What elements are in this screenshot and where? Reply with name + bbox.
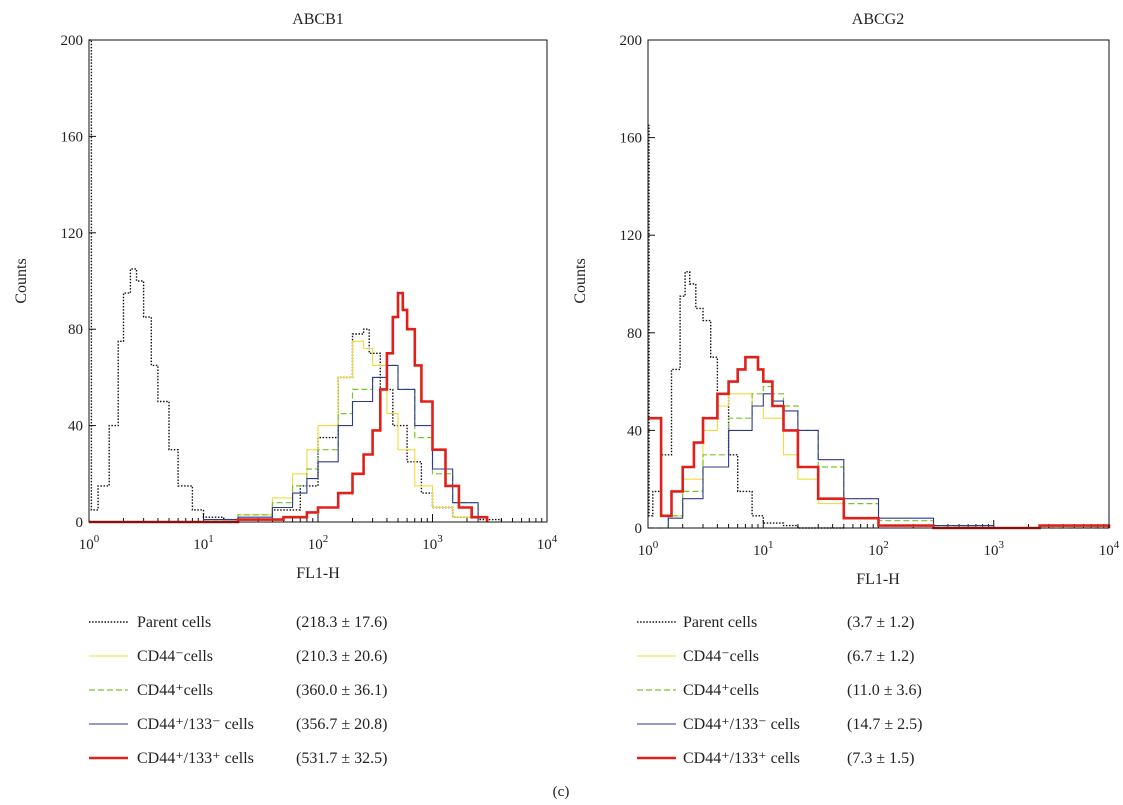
x-tick-exponent: 2 — [883, 539, 889, 551]
plot-frame — [647, 39, 1110, 529]
legend-value: (7.3 ± 1.5) — [847, 750, 914, 767]
legend-label: CD44⁺cells — [137, 682, 213, 699]
x-tick-base: 10 — [1099, 543, 1114, 559]
legend-label: CD44⁺cells — [683, 682, 759, 699]
x-tick-base: 10 — [868, 543, 883, 559]
legend-value: (3.7 ± 1.2) — [847, 614, 914, 631]
legend-label: Parent cells — [137, 614, 211, 631]
x-tick-base: 10 — [753, 543, 768, 559]
x-tick-label: 104 — [537, 533, 558, 553]
legend-label: CD44⁻cells — [137, 648, 213, 665]
y-tick-label: 200 — [620, 33, 643, 49]
chart-title: ABCG2 — [852, 11, 904, 28]
x-tick-label: 102 — [308, 533, 329, 553]
x-tick-base: 10 — [79, 537, 94, 553]
x-tick-exponent: 0 — [653, 539, 659, 551]
series-cd44pos133neg — [89, 364, 479, 523]
series-parent — [89, 39, 503, 522]
x-tick-label: 100 — [79, 533, 100, 553]
x-tick-base: 10 — [638, 543, 653, 559]
x-tick-base: 10 — [984, 543, 999, 559]
histogram-series — [89, 39, 503, 524]
y-axis-label: Counts — [13, 258, 30, 303]
x-tick-label: 103 — [984, 539, 1005, 559]
legend-value: (6.7 ± 1.2) — [847, 648, 914, 665]
x-tick-base: 10 — [193, 537, 208, 553]
legend-value: (360.0 ± 36.1) — [296, 682, 387, 699]
plot-frame — [88, 39, 548, 523]
x-axis-label: FL1-H — [856, 571, 900, 588]
y-tick-label: 120 — [61, 226, 84, 242]
chart-title: ABCB1 — [292, 11, 344, 28]
series-cd44neg — [89, 340, 479, 523]
x-tick-label: 101 — [193, 533, 214, 553]
x-tick-exponent: 4 — [1114, 539, 1120, 551]
x-tick-base: 10 — [308, 537, 323, 553]
legend-label: CD44⁺/133⁺ cells — [683, 750, 800, 767]
x-tick-base: 10 — [422, 537, 437, 553]
legend-label: CD44⁺/133⁻ cells — [683, 716, 800, 733]
legend-label: CD44⁺/133⁻ cells — [137, 716, 254, 733]
x-tick-exponent: 1 — [208, 533, 214, 545]
y-axis-label: Counts — [572, 258, 589, 303]
legend-value: (210.3 ± 20.6) — [296, 648, 387, 665]
legend: Parent cells (218.3 ± 17.6) CD44⁻cells (210… — [89, 614, 387, 767]
legend-value: (531.7 ± 32.5) — [296, 750, 387, 767]
legend-value: (356.7 ± 20.8) — [296, 716, 387, 733]
x-tick-label: 103 — [422, 533, 443, 553]
x-tick-exponent: 1 — [768, 539, 774, 551]
panel-label: (c) — [553, 784, 570, 800]
x-tick-exponent: 0 — [94, 533, 100, 545]
y-tick-label: 0 — [635, 521, 643, 537]
x-tick-exponent: 3 — [999, 539, 1005, 551]
x-tick-label: 102 — [868, 539, 889, 559]
x-tick-label: 100 — [638, 539, 659, 559]
legend-value: (14.7 ± 2.5) — [847, 716, 922, 733]
legend-label: CD44⁺/133⁺ cells — [137, 750, 254, 767]
x-tick-exponent: 2 — [323, 533, 329, 545]
series-cd44pos133pos — [89, 291, 489, 524]
y-tick-label: 160 — [61, 129, 84, 145]
series-parent — [648, 124, 844, 529]
legend: Parent cells (3.7 ± 1.2) CD44⁻cells (6.7 ± … — [637, 614, 922, 767]
legend-value: (218.3 ± 17.6) — [296, 614, 387, 631]
series-cd44pos133neg — [648, 393, 1109, 529]
y-tick-label: 160 — [620, 131, 643, 147]
histogram-series — [648, 124, 1111, 530]
legend-label: CD44⁻cells — [683, 648, 759, 665]
series-cd44pos — [648, 385, 1109, 529]
legend-label: Parent cells — [683, 614, 757, 631]
x-tick-exponent: 3 — [437, 533, 443, 545]
series-cd44pos — [89, 364, 479, 523]
x-tick-base: 10 — [537, 537, 552, 553]
y-tick-label: 80 — [68, 322, 83, 338]
x-axis-label: FL1-H — [296, 565, 340, 582]
y-tick-label: 0 — [76, 515, 84, 531]
x-tick-label: 101 — [753, 539, 774, 559]
x-tick-label: 104 — [1099, 539, 1120, 559]
series-cd44pos133pos — [648, 355, 1111, 530]
legend-value: (11.0 ± 3.6) — [847, 682, 922, 699]
y-tick-label: 80 — [627, 326, 642, 342]
y-tick-label: 40 — [68, 419, 83, 435]
y-tick-label: 120 — [620, 228, 643, 244]
y-tick-label: 200 — [61, 33, 84, 49]
x-tick-exponent: 4 — [552, 533, 558, 545]
y-tick-label: 40 — [627, 423, 642, 439]
